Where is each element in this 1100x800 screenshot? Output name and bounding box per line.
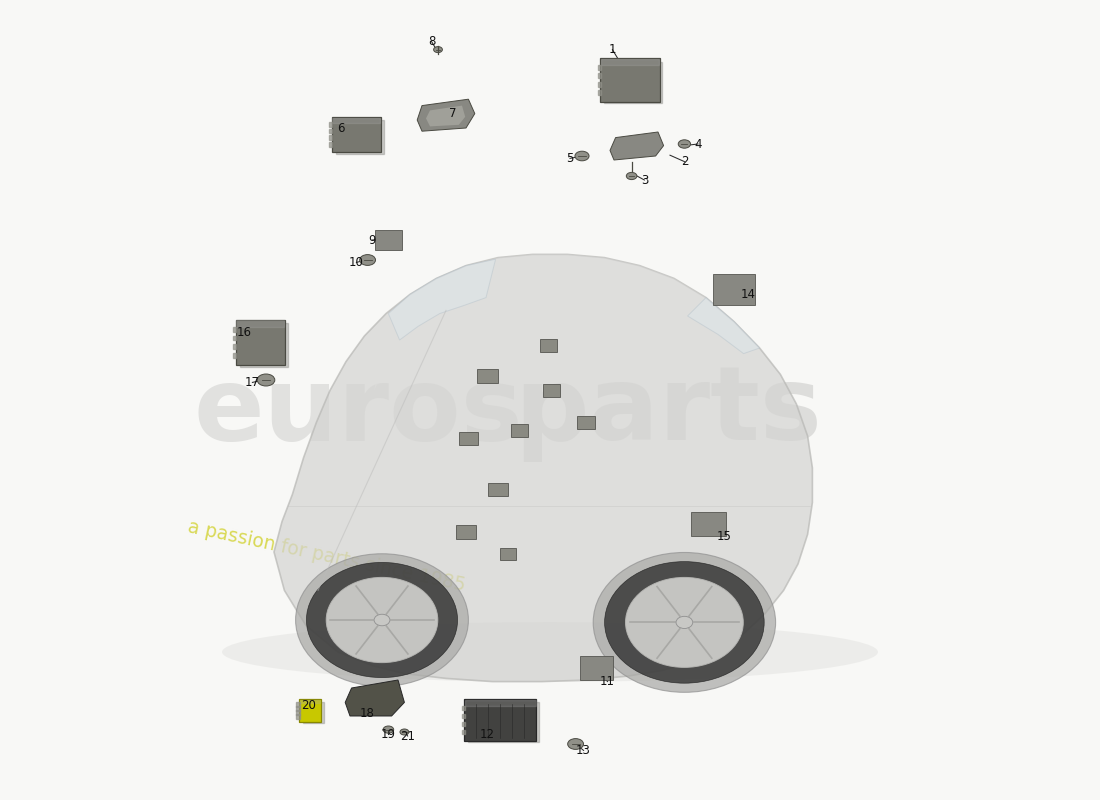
Ellipse shape: [296, 554, 469, 686]
FancyBboxPatch shape: [542, 384, 560, 397]
FancyBboxPatch shape: [456, 525, 475, 539]
Polygon shape: [329, 129, 332, 134]
Text: 18: 18: [360, 707, 375, 720]
Text: 9: 9: [368, 234, 376, 246]
FancyBboxPatch shape: [299, 699, 321, 722]
Polygon shape: [332, 118, 381, 122]
Ellipse shape: [374, 614, 389, 626]
Text: 5: 5: [566, 152, 574, 165]
Polygon shape: [604, 62, 662, 103]
Ellipse shape: [307, 562, 458, 678]
FancyBboxPatch shape: [713, 274, 755, 305]
Polygon shape: [598, 82, 602, 86]
Polygon shape: [329, 135, 332, 140]
FancyBboxPatch shape: [691, 512, 726, 536]
Text: 13: 13: [576, 744, 591, 757]
Polygon shape: [598, 74, 602, 78]
Polygon shape: [462, 714, 465, 718]
Polygon shape: [426, 106, 465, 126]
Ellipse shape: [626, 578, 744, 667]
Ellipse shape: [679, 140, 691, 148]
Text: 10: 10: [349, 256, 364, 269]
FancyBboxPatch shape: [235, 319, 285, 365]
Polygon shape: [274, 254, 813, 682]
Polygon shape: [598, 90, 602, 95]
FancyBboxPatch shape: [464, 699, 537, 741]
Polygon shape: [233, 354, 236, 358]
Text: 19: 19: [381, 728, 396, 741]
Text: 21: 21: [400, 730, 415, 742]
Polygon shape: [417, 99, 475, 131]
Polygon shape: [296, 702, 299, 706]
Polygon shape: [296, 706, 299, 710]
Ellipse shape: [327, 578, 438, 662]
FancyBboxPatch shape: [375, 230, 402, 250]
Ellipse shape: [433, 46, 442, 53]
Polygon shape: [329, 122, 332, 126]
Polygon shape: [236, 321, 285, 327]
Text: 7: 7: [449, 107, 456, 120]
Polygon shape: [296, 714, 299, 719]
Ellipse shape: [605, 562, 764, 683]
Text: 4: 4: [694, 138, 702, 150]
Ellipse shape: [383, 726, 394, 733]
Ellipse shape: [360, 254, 375, 266]
Ellipse shape: [676, 616, 693, 629]
Text: a passion for parts since 1985: a passion for parts since 1985: [186, 518, 468, 594]
Polygon shape: [302, 702, 323, 723]
Text: 14: 14: [741, 288, 756, 301]
Text: 20: 20: [301, 699, 316, 712]
Polygon shape: [610, 132, 663, 160]
Text: 6: 6: [337, 122, 344, 134]
Polygon shape: [296, 710, 299, 715]
Polygon shape: [462, 706, 465, 710]
Text: 11: 11: [601, 675, 615, 688]
FancyBboxPatch shape: [580, 656, 613, 680]
Polygon shape: [233, 336, 236, 341]
Text: 12: 12: [480, 728, 495, 741]
Text: 15: 15: [717, 530, 732, 542]
Polygon shape: [688, 298, 760, 354]
Text: 2: 2: [681, 155, 689, 168]
Polygon shape: [602, 59, 659, 66]
Ellipse shape: [222, 622, 878, 682]
Text: 8: 8: [428, 35, 436, 48]
FancyBboxPatch shape: [488, 482, 507, 496]
Polygon shape: [469, 702, 539, 742]
FancyBboxPatch shape: [459, 431, 478, 445]
Ellipse shape: [257, 374, 275, 386]
Polygon shape: [345, 680, 405, 716]
Ellipse shape: [626, 172, 637, 180]
Polygon shape: [299, 700, 320, 703]
Polygon shape: [465, 700, 536, 706]
FancyBboxPatch shape: [540, 339, 558, 352]
Polygon shape: [240, 323, 287, 366]
Ellipse shape: [575, 151, 589, 161]
Polygon shape: [329, 142, 332, 147]
Text: 17: 17: [245, 376, 260, 389]
Polygon shape: [374, 254, 760, 390]
Ellipse shape: [400, 729, 409, 735]
Polygon shape: [336, 120, 384, 154]
Polygon shape: [462, 730, 465, 734]
Polygon shape: [598, 65, 602, 70]
FancyBboxPatch shape: [578, 416, 595, 429]
Text: 16: 16: [236, 326, 252, 338]
Polygon shape: [233, 327, 236, 332]
Text: euros: euros: [194, 362, 524, 462]
Ellipse shape: [593, 553, 776, 692]
Polygon shape: [462, 722, 465, 726]
Text: parts: parts: [514, 362, 822, 462]
Text: 3: 3: [640, 174, 648, 186]
Polygon shape: [388, 259, 496, 340]
FancyBboxPatch shape: [500, 547, 516, 560]
FancyBboxPatch shape: [510, 424, 528, 437]
Text: 1: 1: [608, 43, 616, 56]
FancyBboxPatch shape: [601, 58, 660, 102]
FancyBboxPatch shape: [477, 369, 498, 383]
Polygon shape: [233, 344, 236, 349]
FancyBboxPatch shape: [331, 117, 382, 152]
Ellipse shape: [568, 738, 583, 750]
